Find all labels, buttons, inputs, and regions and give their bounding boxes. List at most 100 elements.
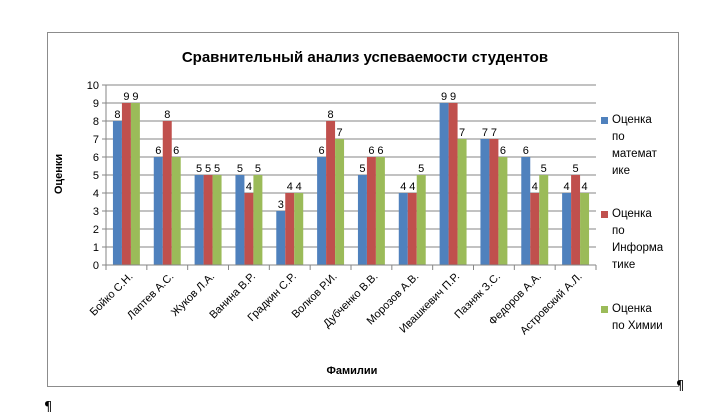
data-label: 7 <box>337 127 343 139</box>
legend-label: ике <box>612 165 630 177</box>
chart-title: Сравнительный анализ успеваемости студен… <box>182 49 548 66</box>
bar <box>121 103 131 265</box>
legend-label: Информа <box>612 242 664 254</box>
bar <box>571 175 581 265</box>
bars <box>112 103 590 265</box>
y-tick-label: 5 <box>93 170 99 182</box>
data-label: 7 <box>459 127 465 139</box>
legend-label: Оценка <box>612 114 652 126</box>
bar <box>194 175 204 265</box>
bar <box>480 139 490 265</box>
data-label: 4 <box>400 181 406 193</box>
data-label: 6 <box>500 145 506 157</box>
legend-swatch <box>601 306 608 313</box>
data-label: 6 <box>523 145 529 157</box>
data-label: 6 <box>377 145 383 157</box>
bar <box>448 103 458 265</box>
legend-label: по Химии <box>612 320 663 332</box>
bar <box>398 193 408 265</box>
data-label: 4 <box>409 181 415 193</box>
data-label: 4 <box>296 181 302 193</box>
y-tick-label: 0 <box>93 260 99 272</box>
y-tick-label: 6 <box>93 152 99 164</box>
legend-swatch <box>601 211 608 218</box>
bar <box>357 175 367 265</box>
bar <box>335 139 345 265</box>
data-label: 5 <box>541 163 547 175</box>
bar <box>562 193 572 265</box>
data-label: 9 <box>123 91 129 103</box>
legend-label: по <box>612 225 625 237</box>
data-label: 4 <box>532 181 538 193</box>
data-label: 4 <box>582 181 588 193</box>
data-label: 8 <box>114 109 120 121</box>
legend-label: математ <box>612 148 658 160</box>
bar <box>580 193 590 265</box>
data-label: 9 <box>441 91 447 103</box>
data-label: 9 <box>450 91 456 103</box>
bar <box>171 157 181 265</box>
chart-svg: Сравнительный анализ успеваемости студен… <box>53 49 664 377</box>
bar <box>162 121 172 265</box>
bar <box>498 157 508 265</box>
data-label: 5 <box>418 163 424 175</box>
legend: Оценка по математ ике Оценка по Информа тике Оце… <box>601 114 664 332</box>
bar <box>276 211 286 265</box>
y-tick-label: 10 <box>87 80 99 92</box>
bar <box>130 103 140 265</box>
data-label: 6 <box>155 145 161 157</box>
bar <box>489 139 499 265</box>
y-tick-label: 1 <box>93 242 99 254</box>
y-tick-label: 9 <box>93 98 99 110</box>
data-label: 4 <box>287 181 293 193</box>
bar <box>235 175 245 265</box>
data-label: 5 <box>196 163 202 175</box>
data-label: 5 <box>255 163 261 175</box>
bar <box>366 157 376 265</box>
data-label: 3 <box>278 199 284 211</box>
axes <box>102 84 597 270</box>
data-label: 5 <box>237 163 243 175</box>
data-label: 6 <box>173 145 179 157</box>
chart-frame: Сравнительный анализ успеваемости студен… <box>47 32 679 387</box>
bar <box>203 175 213 265</box>
bar <box>375 157 385 265</box>
data-label: 7 <box>491 127 497 139</box>
bar <box>457 139 467 265</box>
data-label: 5 <box>214 163 220 175</box>
bar <box>326 121 336 265</box>
bar <box>530 193 540 265</box>
legend-label: Оценка <box>612 303 652 315</box>
y-tick-label: 2 <box>93 224 99 236</box>
data-label: 8 <box>164 109 170 121</box>
legend-swatch <box>601 117 608 124</box>
data-label: 7 <box>482 127 488 139</box>
data-label: 6 <box>368 145 374 157</box>
y-tick-label: 8 <box>93 116 99 128</box>
bar <box>285 193 295 265</box>
pilcrow-mark: ¶ <box>44 400 53 415</box>
data-label: 6 <box>319 145 325 157</box>
bar <box>294 193 304 265</box>
data-label: 5 <box>573 163 579 175</box>
bar <box>521 157 531 265</box>
bar <box>407 193 417 265</box>
data-label: 9 <box>132 91 138 103</box>
data-label: 8 <box>328 109 334 121</box>
bar <box>244 193 254 265</box>
legend-label: Оценка <box>612 208 652 220</box>
pilcrow-mark: ¶ <box>676 379 685 394</box>
y-tick-label: 4 <box>93 188 99 200</box>
data-label: 5 <box>205 163 211 175</box>
bar <box>253 175 263 265</box>
data-label: 5 <box>359 163 365 175</box>
gridlines <box>106 84 596 248</box>
bar <box>416 175 426 265</box>
y-axis-label: Оценки <box>53 154 65 194</box>
bar <box>112 121 122 265</box>
bar <box>317 157 327 265</box>
data-label: 4 <box>564 181 570 193</box>
legend-label: по <box>612 131 625 143</box>
y-tick-label: 7 <box>93 134 99 146</box>
bar <box>439 103 449 265</box>
